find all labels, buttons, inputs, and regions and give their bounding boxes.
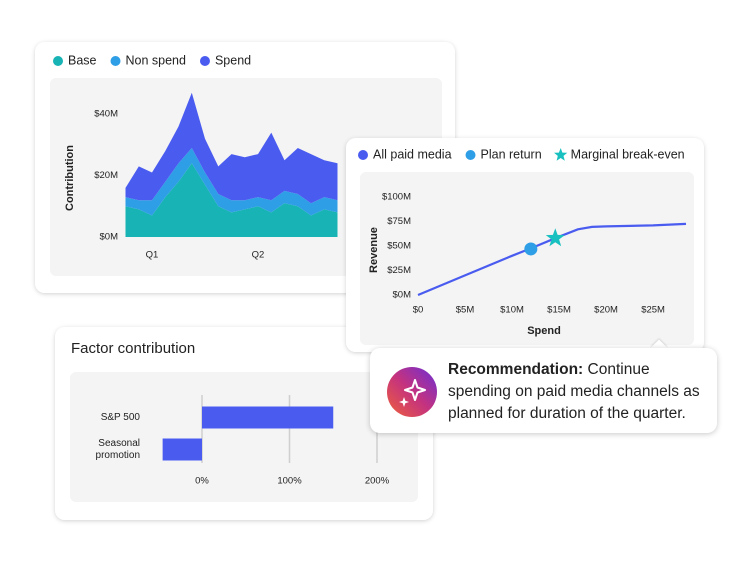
x-tick-label: $5M [456,305,475,316]
y-tick-label: $20M [94,170,118,181]
x-tick-label: $0 [413,305,424,316]
x-tick-label: 100% [277,476,302,487]
y-tick-label: $100M [382,192,411,203]
area [125,148,338,216]
x-tick-label: Q1 [146,250,159,261]
y-tick-label: S&P 500 [100,411,140,423]
recommendation-text: Recommendation: Continue spending on pai… [448,359,710,425]
chart-title: Factor contribution [71,340,195,357]
ai-icon [387,367,437,417]
legend-label: All paid media [373,147,452,161]
x-tick-label: Q2 [252,250,265,261]
legend-label: Plan return [481,147,542,161]
x-tick-label: $10M [500,305,524,316]
revenue-card: All paid media Plan return Marginal break-… [346,138,704,352]
y-tick-label: $0M [100,232,119,243]
plot-area [360,172,694,345]
legend-marker [465,150,476,160]
y-tick-label: Seasonal promotion [95,437,140,461]
area [125,92,338,204]
legend-label: Spend [215,53,251,67]
legend-label: Marginal break-even [571,147,685,161]
y-tick-label: $25M [387,265,411,276]
recommendation-body: Continue spending on paid media channels… [448,361,700,422]
y-axis-label: Revenue [368,227,380,273]
bar [202,406,334,429]
x-tick-label: 0% [195,476,209,487]
point-marker [524,242,538,256]
legend-marker [53,56,63,66]
legend-label: Base [68,53,97,67]
x-tick-label: $20M [594,305,618,316]
category-label-box: Seasonal promotion [95,437,140,461]
category-label-box: S&P 500 [100,411,140,423]
x-tick-label: $25M [641,305,665,316]
break-even-marker [545,228,565,247]
legend-marker [358,150,368,160]
bar [162,438,202,461]
legend-marker [554,148,568,161]
area [125,163,338,237]
x-tick-label: 200% [365,476,390,487]
y-tick-label: $0M [393,290,412,301]
recommendation-label: Recommendation: [448,361,584,378]
plot-area [70,372,418,502]
legend-label: Non spend [126,53,187,67]
y-tick-label: $40M [94,109,118,120]
x-tick-label: $15M [547,305,571,316]
area-group [125,92,338,237]
recommendation-card: Recommendation: Continue spending on pai… [370,348,717,433]
line [417,222,687,297]
factor-card: Factor contribution 0% 100% 200% S&P 500 Seas… [55,327,433,520]
x-axis-label: Spend [527,325,561,337]
legend-marker [199,56,210,66]
y-tick-label: $50M [387,241,411,252]
legend-marker [110,56,121,66]
contribution-card: Base Non spend Spend $0M $20M $40M Contributio… [35,42,455,293]
y-tick-label: $75M [387,216,411,227]
y-axis-label: Contribution [64,145,76,211]
